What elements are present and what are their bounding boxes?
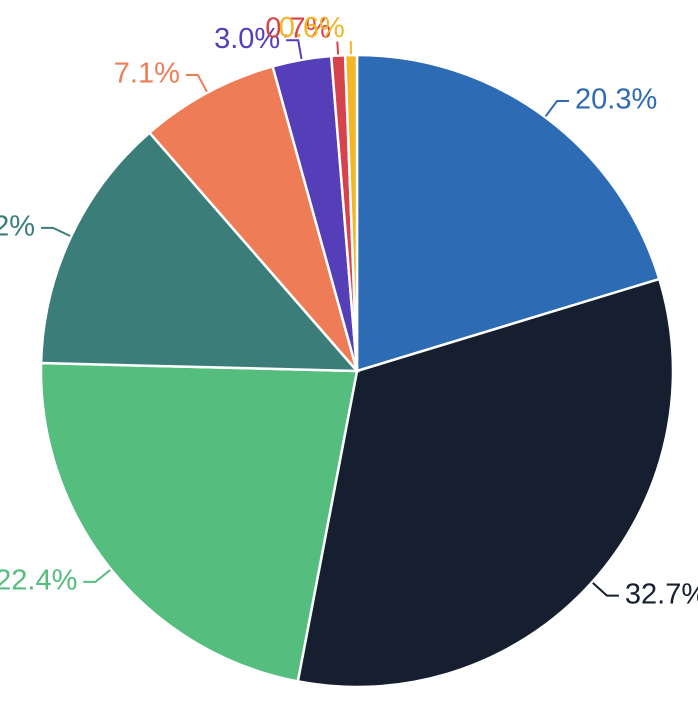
data-label-2: 22.4% [0,565,77,597]
data-label-0: 20.3% [575,84,657,116]
leader-lines [41,39,619,597]
data-label-4: 7.1% [114,58,180,90]
data-label-6: 0.7% [265,13,331,45]
leader-line-5 [286,39,303,60]
pie-slice-7 [343,53,359,372]
data-label-3: 13.2% [0,211,35,243]
pie-slice-2 [39,361,359,683]
leader-line-3 [41,226,71,237]
data-label-1: 32.7% [625,578,698,610]
data-label-5: 3.0% [214,23,280,55]
pie-slice-4 [147,64,359,372]
data-labels: 20.3% 32.7% 22.4% 13.2% 7.1% 3.0%0.7%0.6% [0,12,698,610]
leader-line-1 [592,582,619,597]
leader-line-4 [185,74,208,93]
leader-line-6 [336,41,340,55]
pie-slice-3 [39,130,360,373]
data-label-7: 0.6% [279,12,345,44]
pie-slices [39,53,675,689]
pie-slice-0 [355,53,661,373]
pie-slice-1 [296,277,675,689]
leader-line-0 [544,100,569,117]
leader-line-2 [83,569,111,583]
